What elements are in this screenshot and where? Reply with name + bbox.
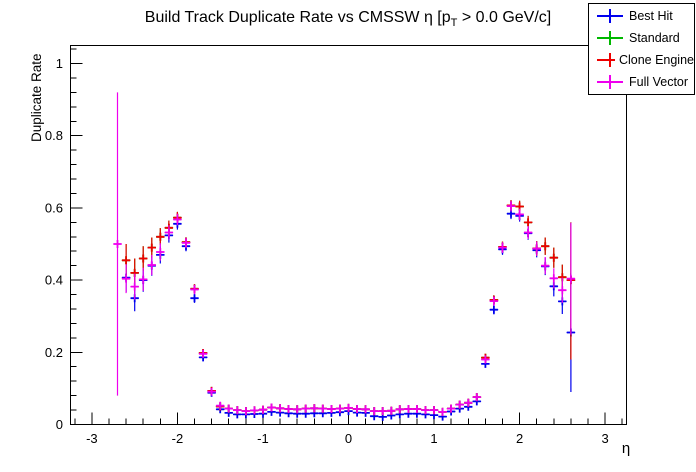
y-tick-label: 0.6 <box>45 200 63 215</box>
x-axis-title: η <box>622 440 630 457</box>
x-tick-label: 3 <box>601 431 608 446</box>
y-tick-label: 0.8 <box>45 128 63 143</box>
series-error-bars-best-hit <box>121 208 576 419</box>
legend-entry-label: Full Vector <box>629 75 689 89</box>
legend-entry: Best Hit <box>595 6 694 26</box>
x-tick-label: 2 <box>516 431 523 446</box>
series-markers-standard <box>122 201 575 416</box>
legend-entry: Clone Engine <box>595 50 694 70</box>
legend-marker-icon <box>597 31 623 45</box>
series-markers-best-hit <box>122 209 575 421</box>
legend: Best Hit Standard Clone Engine Full Vector <box>588 3 695 95</box>
series-error-bars-standard <box>121 200 576 414</box>
legend-marker-icon <box>597 75 623 89</box>
plot-title-pre: Build Track Duplicate Rate vs CMSSW η [p <box>144 9 451 26</box>
x-tick-label: -3 <box>86 431 98 446</box>
y-axis-title: Duplicate Rate <box>29 53 44 142</box>
plot-title-subscript: T <box>450 17 458 29</box>
legend-entry: Standard <box>595 28 694 48</box>
series-markers-full-vector <box>113 202 575 416</box>
series-error-bars-full-vector <box>113 92 576 414</box>
legend-marker-icon <box>597 53 615 67</box>
legend-entry: Full Vector <box>595 72 694 92</box>
plot-title-post: > 0.0 GeV/c] <box>457 9 552 26</box>
legend-entry-label: Standard <box>629 31 680 45</box>
y-tick-label: 0.2 <box>45 345 63 360</box>
x-tick-label: 1 <box>430 431 437 446</box>
x-tick-label: -1 <box>257 431 269 446</box>
y-tick-label: 1 <box>56 56 63 71</box>
plot-title: Build Track Duplicate Rate vs CMSSW η [p… <box>0 9 696 29</box>
y-tick-label: 0.4 <box>45 273 63 288</box>
x-tick-label: 0 <box>345 431 352 446</box>
legend-marker-icon <box>597 9 623 23</box>
y-tick-label: 0 <box>56 417 63 432</box>
plot-frame <box>70 45 627 425</box>
legend-entry-label: Clone Engine <box>618 53 694 67</box>
y-axis-ticks <box>70 48 83 425</box>
series-error-bars-clone-engine <box>121 200 576 414</box>
series-markers-clone-engine <box>122 201 575 416</box>
x-tick-label: -2 <box>172 431 184 446</box>
x-axis-ticks <box>74 412 623 425</box>
legend-entry-label: Best Hit <box>629 9 673 23</box>
